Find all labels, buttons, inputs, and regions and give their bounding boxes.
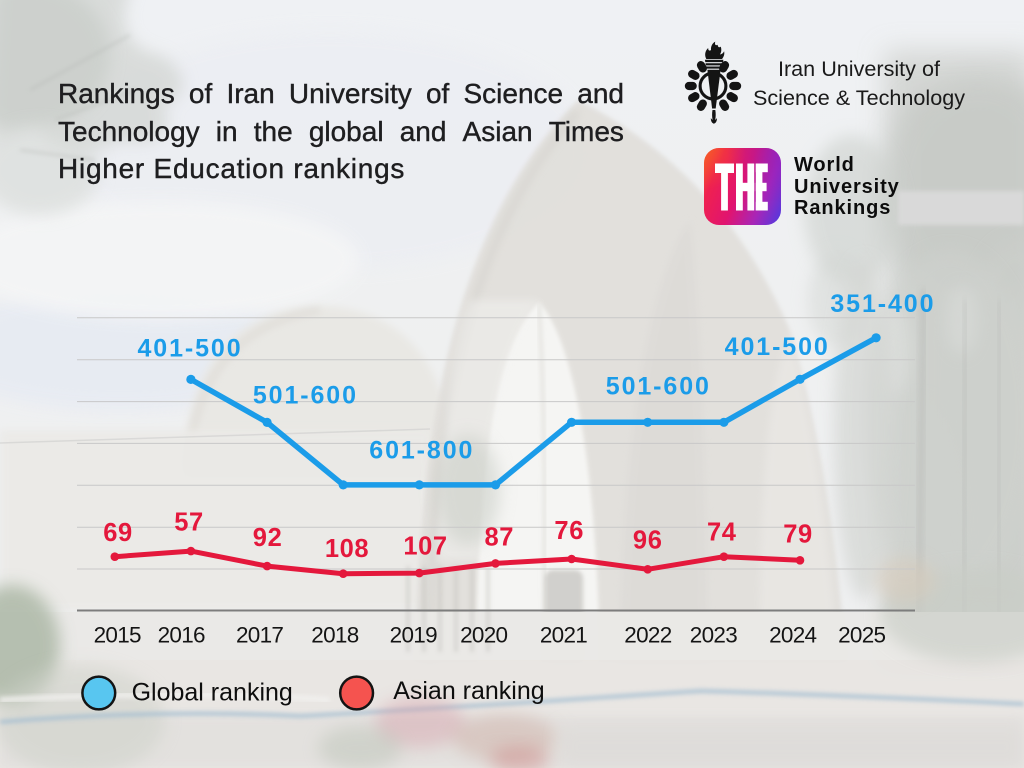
svg-text:79: 79 [783, 520, 813, 548]
svg-text:2024: 2024 [769, 622, 816, 647]
svg-text:69: 69 [103, 519, 133, 547]
svg-text:92: 92 [253, 524, 283, 552]
svg-text:2025: 2025 [838, 622, 885, 647]
svg-text:2023: 2023 [690, 622, 737, 647]
svg-text:401-500: 401-500 [725, 333, 830, 361]
svg-text:76: 76 [554, 517, 584, 545]
svg-text:2022: 2022 [624, 622, 671, 647]
svg-text:351-400: 351-400 [830, 290, 935, 318]
svg-text:2020: 2020 [460, 622, 507, 647]
svg-text:2021: 2021 [540, 622, 587, 647]
svg-text:Global ranking: Global ranking [132, 679, 293, 707]
svg-text:2019: 2019 [390, 622, 437, 647]
svg-text:601-800: 601-800 [369, 437, 474, 465]
svg-text:107: 107 [403, 532, 447, 560]
svg-text:2017: 2017 [236, 622, 283, 647]
svg-text:Asian ranking: Asian ranking [393, 677, 544, 705]
svg-text:108: 108 [325, 535, 369, 563]
svg-text:74: 74 [707, 518, 737, 546]
svg-text:2015: 2015 [94, 622, 141, 647]
svg-text:57: 57 [174, 509, 204, 537]
svg-text:96: 96 [633, 526, 663, 554]
svg-text:2018: 2018 [311, 622, 358, 647]
svg-text:87: 87 [485, 523, 515, 551]
svg-text:401-500: 401-500 [137, 335, 242, 363]
svg-text:501-600: 501-600 [606, 373, 711, 401]
svg-text:2016: 2016 [158, 622, 205, 647]
svg-text:501-600: 501-600 [253, 381, 358, 409]
